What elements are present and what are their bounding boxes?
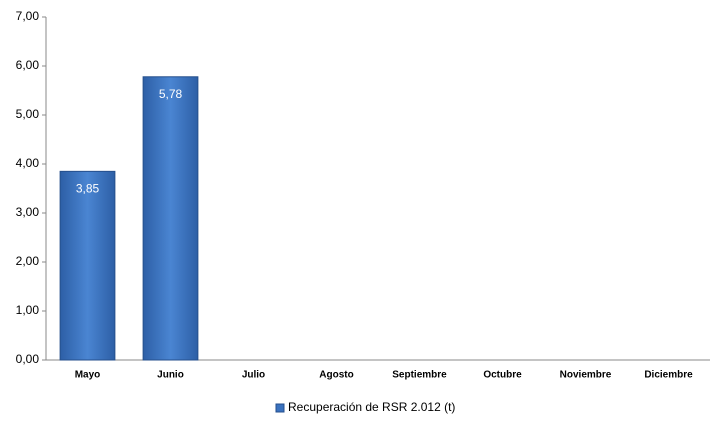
- x-tick-label: Julio: [242, 370, 265, 381]
- x-tick-label: Octubre: [483, 370, 522, 381]
- value-label: 5,78: [159, 87, 183, 101]
- y-tick-label: 3,00: [16, 205, 40, 219]
- y-tick-label: 7,00: [16, 9, 40, 23]
- x-tick-label: Mayo: [75, 370, 101, 381]
- y-tick-label: 5,00: [16, 107, 40, 121]
- x-tick-label: Agosto: [319, 370, 353, 381]
- bar: [142, 76, 199, 361]
- y-tick-label: 4,00: [16, 156, 40, 170]
- y-tick-label: 2,00: [16, 254, 40, 268]
- x-tick-label: Junio: [157, 370, 184, 381]
- value-label: 3,85: [76, 182, 100, 196]
- y-tick-label: 1,00: [16, 303, 40, 317]
- legend-swatch: [275, 403, 285, 413]
- y-tick-label: 6,00: [16, 58, 40, 72]
- x-tick-label: Diciembre: [644, 370, 693, 381]
- x-tick-label: Noviembre: [560, 370, 612, 381]
- y-tick-label: 0,00: [16, 352, 40, 366]
- legend-label: Recuperación de RSR 2.012 (t): [288, 400, 455, 414]
- bar: [59, 170, 116, 361]
- x-tick-label: Septiembre: [392, 370, 447, 381]
